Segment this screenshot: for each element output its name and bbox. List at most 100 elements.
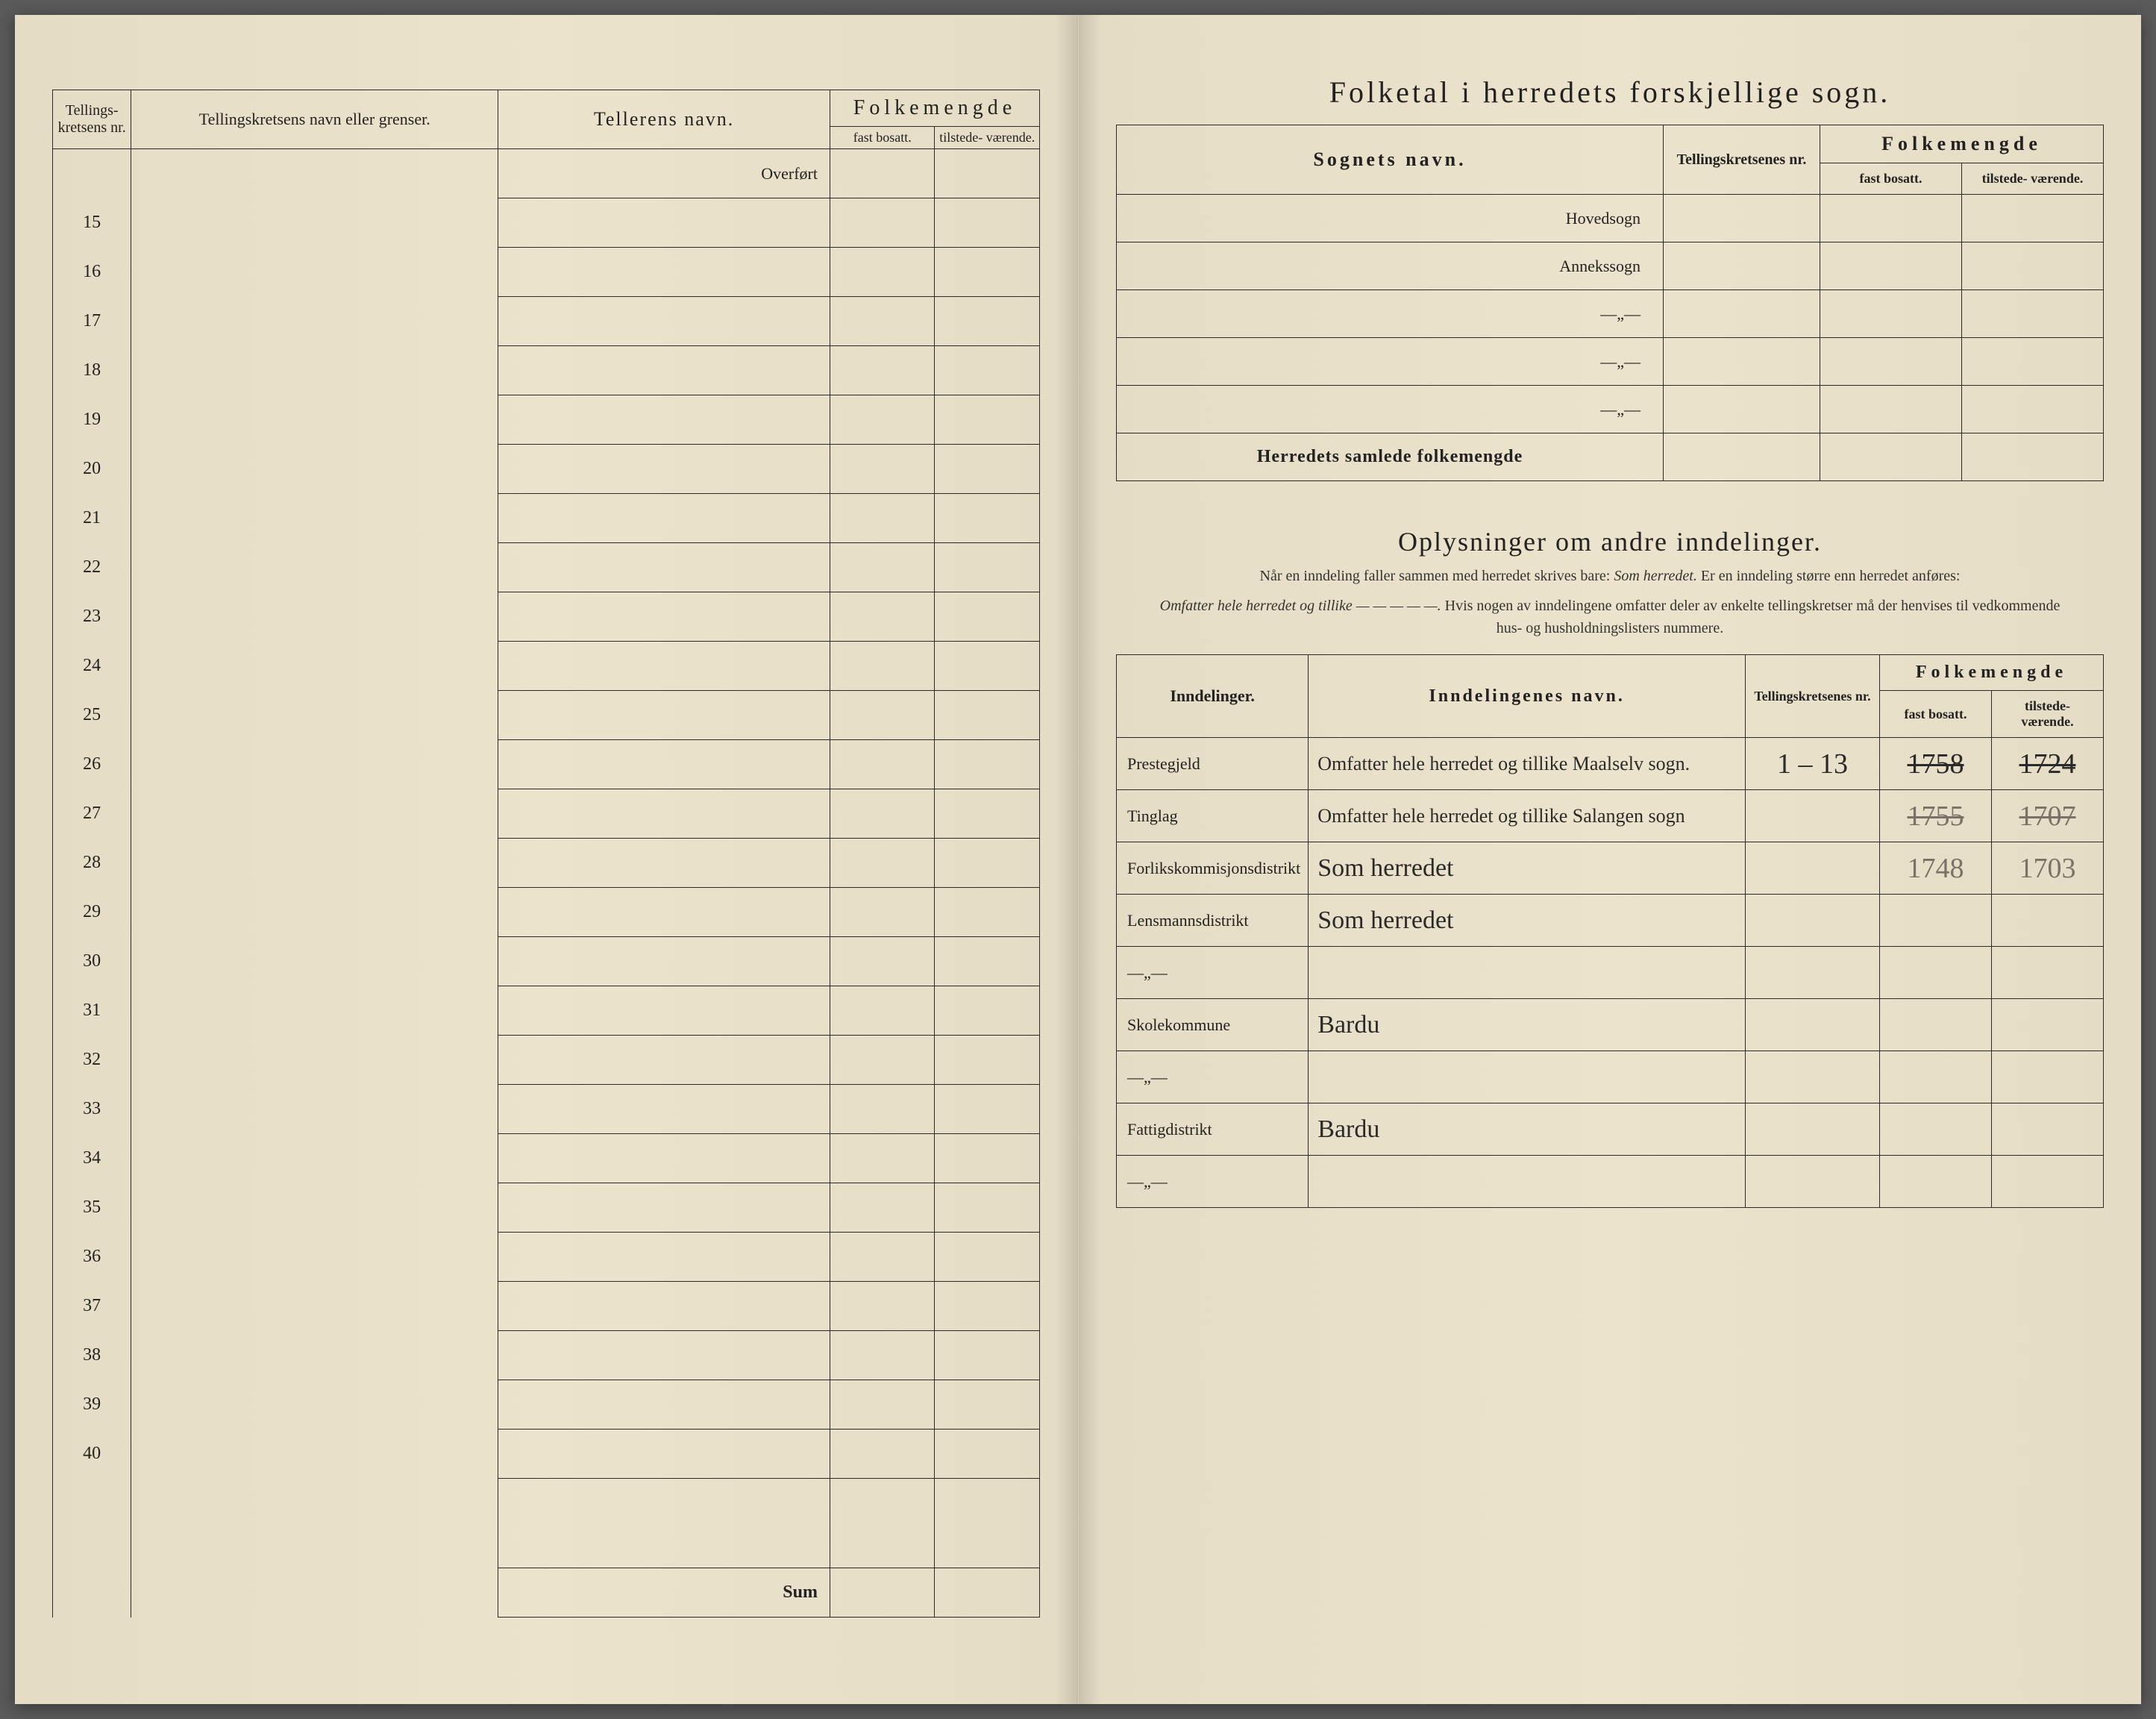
ind-fast	[1880, 1103, 1992, 1156]
row-nr: 29	[53, 888, 131, 937]
ind-fast: 1755	[1880, 790, 1992, 842]
inndel-row: —„—	[1117, 947, 2104, 999]
sogn-table: Sognets navn. Tellingskretsenes nr. Folk…	[1116, 125, 2104, 481]
ind-tknr	[1746, 947, 1880, 999]
ind-fast	[1880, 1156, 1992, 1208]
table-row: 35	[53, 1183, 1040, 1233]
th-fast: fast bosatt.	[830, 127, 934, 149]
ind-label: Forlikskommisjonsdistrikt	[1117, 842, 1309, 895]
th-tilstede-r: tilstede- værende.	[1962, 163, 2104, 195]
ind-til	[1992, 1051, 2104, 1103]
table-row: 34	[53, 1134, 1040, 1183]
table-row: 27	[53, 789, 1040, 839]
ind-navn: Omfatter hele herredet og tillike Salang…	[1309, 790, 1746, 842]
oplys-sub1b: Som herredet.	[1614, 568, 1696, 584]
table-row: 23	[53, 592, 1040, 642]
ind-label: —„—	[1117, 1051, 1309, 1103]
ind-fast: 1758	[1880, 738, 1992, 790]
inndel-row: FattigdistriktBardu	[1117, 1103, 2104, 1156]
table-row: 31	[53, 986, 1040, 1036]
table-row: 25	[53, 691, 1040, 740]
row-nr: 18	[53, 346, 131, 395]
ind-navn: Omfatter hele herredet og tillike Maalse…	[1309, 738, 1746, 790]
row-nr: 17	[53, 297, 131, 346]
th-fast-r: fast bosatt.	[1820, 163, 1962, 195]
th-indnavn: Inndelingenes navn.	[1309, 655, 1746, 738]
sogn-row-label: Annekssogn	[1117, 242, 1664, 290]
th-ind-til: tilstede- værende.	[1992, 691, 2104, 738]
table-row: 29	[53, 888, 1040, 937]
row-nr: 26	[53, 740, 131, 789]
inndel-table: Inndelinger. Inndelingenes navn. Telling…	[1116, 654, 2104, 1208]
row-nr: 15	[53, 198, 131, 248]
ind-tknr	[1746, 1051, 1880, 1103]
ind-label: Prestegjeld	[1117, 738, 1309, 790]
th-name: Tellingskretsens navn eller grenser.	[131, 90, 498, 149]
table-row: 30	[53, 937, 1040, 986]
th-sognnavn: Sognets navn.	[1117, 125, 1664, 195]
th-tknr: Tellingskretsenes nr.	[1664, 125, 1820, 195]
sogn-row-label: —„—	[1117, 386, 1664, 433]
samlede-label: Herredets samlede folkemengde	[1117, 433, 1664, 481]
ind-navn	[1309, 1156, 1746, 1208]
table-row: 18	[53, 346, 1040, 395]
oplys-sub2: Omfatter hele herredet og tillike — — — …	[1146, 595, 2074, 639]
table-row: 40	[53, 1430, 1040, 1479]
oplys-sub2b: Hvis nogen av inndelingene omfatter dele…	[1441, 598, 2061, 636]
left-table: Tellings- kretsens nr. Tellingskretsens …	[52, 90, 1040, 1618]
ind-tknr	[1746, 895, 1880, 947]
overfort-label: Overført	[498, 149, 830, 198]
row-nr: 16	[53, 248, 131, 297]
table-row: 39	[53, 1380, 1040, 1430]
ind-tknr	[1746, 1156, 1880, 1208]
th-teller: Tellerens navn.	[498, 90, 830, 149]
table-row: 37	[53, 1282, 1040, 1331]
ind-tknr	[1746, 842, 1880, 895]
th-ind-tknr: Tellingskretsenes nr.	[1746, 655, 1880, 738]
inndel-row: TinglagOmfatter hele herredet og tillike…	[1117, 790, 2104, 842]
sogn-row: Annekssogn	[1117, 242, 2104, 290]
table-row: 21	[53, 494, 1040, 543]
row-nr: 19	[53, 395, 131, 445]
inndel-row: LensmannsdistriktSom herredet	[1117, 895, 2104, 947]
ind-label: Tinglag	[1117, 790, 1309, 842]
th-nr: Tellings- kretsens nr.	[53, 90, 131, 149]
right-title: Folketal i herredets forskjellige sogn.	[1116, 75, 2104, 110]
sogn-row-label: —„—	[1117, 338, 1664, 386]
sogn-row: Hovedsogn	[1117, 195, 2104, 242]
ind-navn: Bardu	[1309, 999, 1746, 1051]
row-nr: 25	[53, 691, 131, 740]
ind-til	[1992, 947, 2104, 999]
row-nr: 28	[53, 839, 131, 888]
row-nr: 23	[53, 592, 131, 642]
th-ind-fast: fast bosatt.	[1880, 691, 1992, 738]
ind-label: —„—	[1117, 947, 1309, 999]
row-nr: 40	[53, 1430, 131, 1479]
left-page: Tellings- kretsens nr. Tellingskretsens …	[15, 15, 1078, 1704]
ind-label: —„—	[1117, 1156, 1309, 1208]
ind-navn: Bardu	[1309, 1103, 1746, 1156]
table-row: 22	[53, 543, 1040, 592]
table-row: 15	[53, 198, 1040, 248]
ind-tknr	[1746, 1103, 1880, 1156]
th-tilstede: tilstede- værende.	[935, 127, 1040, 149]
ind-til: 1724	[1992, 738, 2104, 790]
sum-label: Sum	[498, 1568, 830, 1618]
document-spread: Tellings- kretsens nr. Tellingskretsens …	[15, 15, 2141, 1704]
table-row: 26	[53, 740, 1040, 789]
sogn-row: —„—	[1117, 386, 2104, 433]
ind-navn: Som herredet	[1309, 895, 1746, 947]
row-nr: 35	[53, 1183, 131, 1233]
table-row: 19	[53, 395, 1040, 445]
table-row: 24	[53, 642, 1040, 691]
row-nr: 21	[53, 494, 131, 543]
row-nr: 33	[53, 1085, 131, 1134]
ind-label: Skolekommune	[1117, 999, 1309, 1051]
ind-til	[1992, 1156, 2104, 1208]
row-nr: 32	[53, 1036, 131, 1085]
ind-navn	[1309, 947, 1746, 999]
row-nr: 20	[53, 445, 131, 494]
row-nr: 30	[53, 937, 131, 986]
inndel-row: —„—	[1117, 1156, 2104, 1208]
table-row: 33	[53, 1085, 1040, 1134]
